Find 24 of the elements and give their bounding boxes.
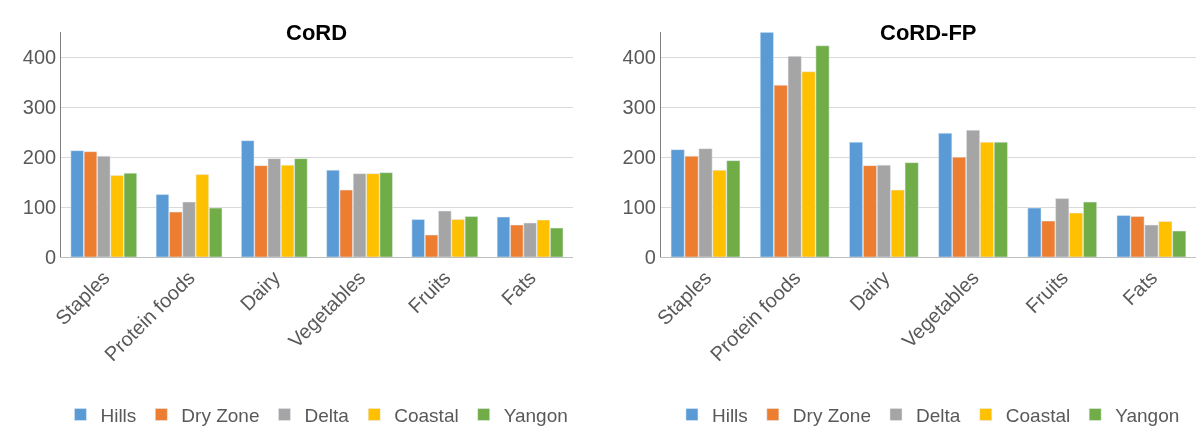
- y-tick-label: 300: [22, 96, 57, 119]
- y-tick-label: 0: [45, 246, 57, 268]
- chart-title: CoRD: [286, 20, 348, 45]
- legend-label: Hills: [100, 404, 137, 426]
- y-tick-label: 300: [622, 96, 656, 119]
- legend-label: Coastal: [1005, 404, 1071, 426]
- legend-label: Delta: [915, 404, 961, 426]
- legend-label: Hills: [711, 404, 748, 426]
- y-tick-label: 100: [22, 196, 57, 219]
- y-tick-label: 100: [622, 196, 656, 219]
- y-tick-label: 400: [622, 46, 656, 69]
- legend-label: Delta: [304, 404, 350, 426]
- y-tick-label: 200: [22, 146, 57, 169]
- legend-label: Yangon: [1115, 404, 1180, 426]
- y-tick-label: 200: [622, 146, 656, 169]
- chart-title: CoRD-FP: [880, 20, 977, 45]
- x-tick-label: Fats: [1118, 266, 1162, 310]
- y-tick-label: 400: [22, 46, 57, 69]
- y-tick-label: 0: [644, 246, 656, 268]
- legend-label: Yangon: [503, 404, 568, 426]
- legend-label: Dry Zone: [181, 404, 260, 426]
- legend-label: Dry Zone: [792, 404, 871, 426]
- x-tick-label: Fats: [496, 266, 540, 310]
- legend-label: Coastal: [394, 404, 459, 426]
